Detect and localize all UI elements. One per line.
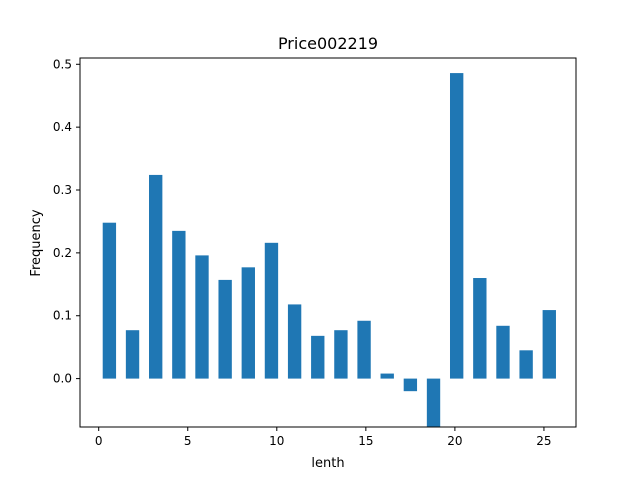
bar — [287, 304, 302, 379]
bar — [449, 73, 464, 379]
bar — [125, 330, 140, 379]
x-tick-label: 10 — [269, 434, 284, 448]
bar — [496, 325, 510, 379]
bar — [519, 350, 533, 379]
bar — [334, 330, 348, 379]
y-axis-label: Frequency — [29, 209, 44, 276]
bar — [102, 222, 117, 379]
plot-frame — [79, 57, 577, 428]
y-tick-label: 0.5 — [53, 57, 72, 71]
y-tick-label: 0.0 — [53, 372, 72, 386]
chart-title: Price002219 — [278, 34, 378, 53]
x-axis-label: lenth — [311, 456, 344, 471]
bar — [380, 373, 394, 379]
bar — [473, 278, 487, 379]
bar — [149, 174, 163, 379]
bars-group — [102, 73, 556, 427]
x-axis-ticks: 0 5 10 15 20 25 — [95, 427, 552, 448]
y-tick-label: 0.3 — [53, 183, 72, 197]
bar — [357, 320, 371, 379]
bar — [311, 335, 325, 379]
bar — [218, 279, 232, 379]
x-tick-label: 0 — [95, 434, 103, 448]
y-tick-label: 0.1 — [53, 309, 72, 323]
y-axis-ticks: 0.0 0.1 0.2 0.3 0.4 0.5 — [53, 57, 80, 386]
x-tick-label: 5 — [184, 434, 192, 448]
bar — [241, 267, 255, 379]
bar — [195, 255, 209, 379]
bar — [426, 378, 441, 427]
x-tick-label: 15 — [358, 434, 373, 448]
bar — [403, 378, 418, 392]
bar — [172, 230, 186, 379]
x-tick-label: 25 — [536, 434, 551, 448]
bar — [542, 310, 556, 379]
y-tick-label: 0.2 — [53, 246, 72, 260]
x-tick-label: 20 — [447, 434, 462, 448]
y-tick-label: 0.4 — [53, 120, 72, 134]
bar — [264, 242, 279, 379]
